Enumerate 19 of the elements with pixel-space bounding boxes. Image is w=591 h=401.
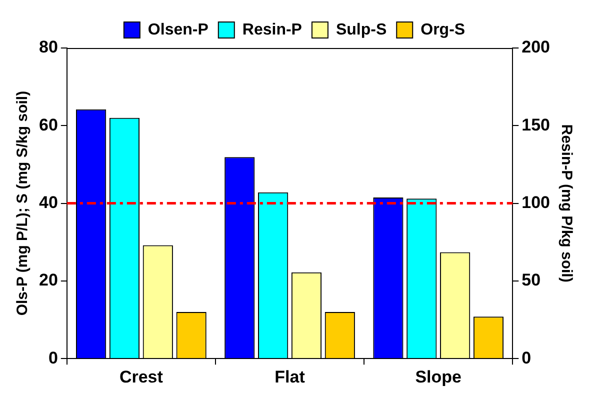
legend-label: Olsen-P [148, 21, 209, 38]
y2-tick-label: 0 [522, 348, 532, 368]
x-tick-label: Flat [274, 367, 306, 386]
x-tick-label: Slope [415, 367, 462, 386]
y-tick-label: 80 [38, 38, 58, 57]
legend-label: Sulp-S [336, 21, 387, 38]
y2-tick-label: 200 [522, 38, 550, 57]
y2-tick-label: 100 [522, 192, 550, 212]
y-tick-label: 0 [48, 348, 58, 368]
y-axis-title: Ols-P (mg P/L); S (mg S/kg soil) [14, 90, 32, 316]
legend-label: Org-S [420, 21, 466, 38]
y-tick-label: 40 [38, 192, 58, 212]
x-tick-label: Crest [119, 367, 164, 386]
y-tick-label: 60 [38, 115, 58, 134]
y2-tick-label: 150 [522, 115, 550, 134]
y-tick-label: 20 [38, 270, 58, 290]
y2-axis-title: Resin-P (mg P/kg soil) [558, 124, 575, 282]
legend-label: Resin-P [242, 21, 302, 38]
y2-tick-label: 50 [522, 270, 541, 290]
